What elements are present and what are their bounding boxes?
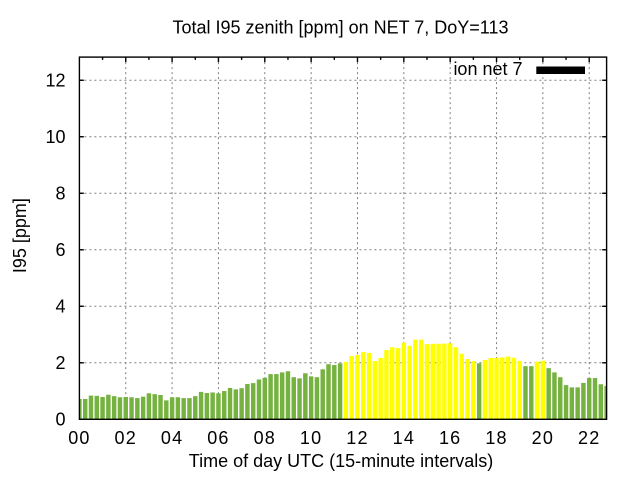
svg-text:18: 18 xyxy=(485,428,507,448)
svg-text:20: 20 xyxy=(532,428,554,448)
svg-text:12: 12 xyxy=(346,428,368,448)
svg-text:0: 0 xyxy=(55,410,65,430)
svg-text:4: 4 xyxy=(55,296,65,316)
svg-text:10: 10 xyxy=(45,127,65,147)
svg-text:6: 6 xyxy=(55,240,65,260)
svg-text:02: 02 xyxy=(115,428,137,448)
svg-text:08: 08 xyxy=(254,428,276,448)
svg-text:12: 12 xyxy=(45,70,65,90)
svg-text:16: 16 xyxy=(439,428,461,448)
svg-text:04: 04 xyxy=(161,428,183,448)
svg-text:2: 2 xyxy=(55,353,65,373)
svg-text:14: 14 xyxy=(393,428,415,448)
svg-text:8: 8 xyxy=(55,183,65,203)
svg-text:ion net 7: ion net 7 xyxy=(453,59,522,79)
svg-text:00: 00 xyxy=(68,428,90,448)
svg-text:Total I95 zenith [ppm] on NET: Total I95 zenith [ppm] on NET 7, DoY=113 xyxy=(172,18,508,38)
svg-text:10: 10 xyxy=(300,428,322,448)
svg-text:22: 22 xyxy=(578,428,600,448)
svg-text:I95 [ppm]: I95 [ppm] xyxy=(10,198,30,273)
svg-text:06: 06 xyxy=(207,428,229,448)
svg-text:Time of day UTC (15-minute int: Time of day UTC (15-minute intervals) xyxy=(189,451,493,471)
